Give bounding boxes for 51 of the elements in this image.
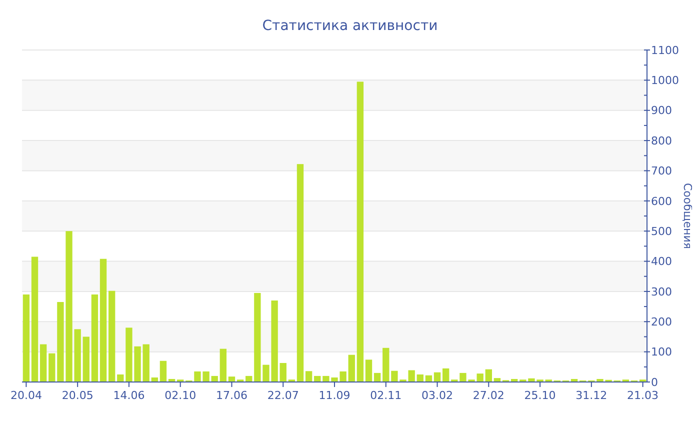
x-tick-label: 17.06 — [216, 389, 248, 402]
y-tick-label: 0 — [651, 376, 658, 389]
bar — [108, 290, 116, 382]
x-tick-label: 20.05 — [62, 389, 94, 402]
y-tick-label: 900 — [651, 104, 672, 118]
bar — [48, 353, 56, 382]
y-tick-label: 1000 — [651, 74, 679, 88]
bar — [442, 368, 450, 382]
bar — [356, 82, 364, 382]
bar — [348, 354, 355, 382]
x-tick-label: 25.10 — [524, 389, 556, 402]
chart-title: Статистика активности — [262, 18, 438, 34]
bar — [82, 336, 90, 382]
x-tick-label: 02.10 — [164, 389, 196, 402]
bar — [365, 360, 372, 382]
y-tick-label: 500 — [651, 224, 672, 238]
bar — [22, 294, 30, 382]
y-tick-label: 1100 — [651, 44, 679, 57]
bar — [374, 372, 381, 382]
x-tick-label: 03.02 — [422, 389, 454, 402]
x-tick-label: 22.07 — [267, 389, 299, 402]
bar — [220, 348, 227, 382]
bar — [160, 360, 167, 382]
bar — [40, 344, 47, 382]
y-tick-label: 800 — [651, 134, 672, 148]
bar — [382, 348, 390, 382]
y-tick-label: 700 — [651, 164, 672, 178]
bar — [142, 344, 150, 382]
x-tick-label: 21.03 — [627, 389, 659, 402]
bar — [91, 294, 98, 382]
x-tick-label: 14.06 — [113, 389, 145, 402]
x-tick-label: 27.02 — [472, 389, 504, 402]
x-tick-label: 02.11 — [370, 389, 402, 402]
bar — [416, 374, 424, 382]
bar — [31, 256, 38, 382]
bar — [100, 258, 107, 382]
bar — [485, 369, 492, 382]
x-tick-label: 31.12 — [576, 389, 608, 402]
bar — [228, 376, 236, 382]
bar — [434, 372, 441, 382]
bar — [117, 374, 124, 382]
x-tick-label: 20.04 — [10, 389, 42, 402]
bar — [305, 371, 312, 382]
bar — [280, 362, 286, 382]
y-tick-label: 300 — [651, 285, 672, 298]
bar — [296, 164, 304, 382]
x-tick-label: 11.09 — [318, 389, 350, 402]
y-tick-label: 100 — [651, 346, 672, 359]
y-tick-label: 400 — [651, 255, 672, 268]
y-tick-label: 200 — [651, 315, 672, 328]
y-tick-label: 600 — [651, 194, 672, 208]
